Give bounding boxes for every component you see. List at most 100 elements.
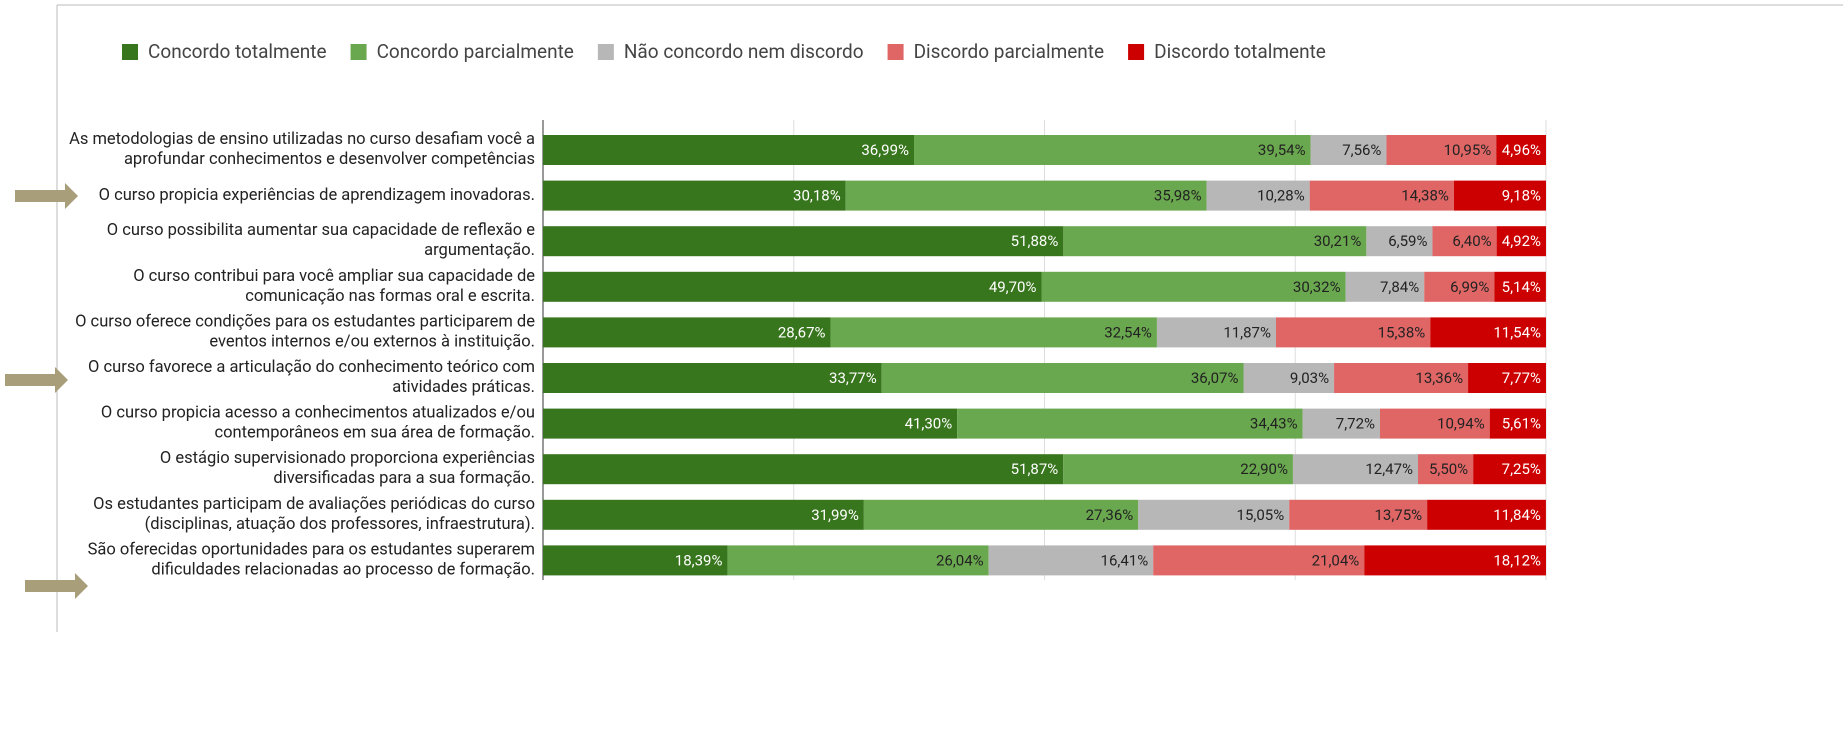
legend-label: Não concordo nem discordo [624,40,864,63]
arrow [15,183,78,209]
bar-segment [1496,226,1546,257]
bar-segment [1310,135,1387,165]
value-label: 31,99% [811,506,859,524]
bar-segment [1138,499,1290,530]
arrow [25,573,88,599]
value-label: 13,75% [1374,506,1422,524]
value-label: 36,07% [1191,369,1239,387]
y-tick-label: As metodologias de ensino utilizadas no … [69,130,535,169]
bar-segment [1289,499,1428,530]
legend-swatch [1128,44,1145,60]
bar-segment [1156,317,1276,348]
legend-label: Concordo totalmente [148,40,327,63]
value-label: 11,84% [1493,506,1541,524]
value-label: 4,92% [1502,232,1541,250]
bar-segment [957,408,1303,439]
legend-label: Discordo totalmente [1154,40,1326,63]
y-tick-label: O curso contribui para você ampliar sua … [133,267,535,306]
bar-segment [1206,180,1310,211]
bar-segment [863,499,1139,530]
bar-segment [543,271,1042,302]
value-label: 10,28% [1257,187,1305,205]
value-label: 51,87% [1011,460,1059,478]
bar-segment [1427,499,1546,530]
bar-segment [543,226,1064,257]
bar-segment [1302,408,1381,439]
value-label: 12,47% [1365,460,1413,478]
value-label: 7,77% [1502,369,1541,387]
bar-segment [1063,454,1293,485]
value-label: 15,05% [1237,506,1285,524]
value-label: 21,04% [1312,551,1360,569]
value-label: 6,40% [1452,232,1491,250]
y-tick-label: O curso propicia experiências de aprendi… [99,186,535,205]
value-label: 16,41% [1101,551,1149,569]
bar-segment [1386,135,1497,165]
legend-swatch [887,44,904,60]
value-label: 35,98% [1154,187,1202,205]
value-label: 28,67% [778,323,826,341]
value-label: 18,12% [1493,551,1541,569]
legend-swatch [122,44,138,60]
y-tick-label: O curso propicia acesso a conhecimentos … [101,404,535,443]
value-label: 36,99% [861,141,909,159]
value-label: 5,61% [1502,415,1541,433]
bar-segment [727,545,989,576]
bar-segment [830,317,1157,348]
bar-segment [1153,545,1365,576]
arrows [5,183,88,599]
value-label: 39,54% [1258,141,1306,159]
value-label: 10,95% [1444,141,1492,159]
bar-segment [543,545,728,576]
value-label: 15,38% [1378,323,1426,341]
bar-segment [1494,271,1546,302]
bar-segment [543,135,915,165]
value-label: 22,90% [1240,460,1288,478]
bar-segment [1292,454,1419,485]
bar-segment [1063,226,1367,257]
bar-segment [1418,454,1474,485]
value-label: 30,18% [793,187,841,205]
y-tick-label: O curso possibilita aumentar sua capacid… [107,222,535,261]
bar-segment [1424,271,1495,302]
bar-segment [914,135,1311,165]
bar-segment [1453,180,1546,211]
legend-label: Concordo parcialmente [377,40,574,63]
bar-segment [1345,271,1425,302]
value-label: 30,21% [1314,232,1362,250]
bar-segment [543,317,831,348]
legend-swatch [597,44,614,60]
value-label: 11,87% [1223,323,1271,341]
bar-segment [543,180,846,211]
value-label: 32,54% [1104,323,1152,341]
arrow [5,367,68,393]
bar-segment [543,454,1064,485]
bar-segment [1366,226,1433,257]
bar-segment [543,363,882,393]
value-label: 33,77% [829,369,877,387]
value-label: 14,38% [1401,187,1449,205]
bar-segment [1275,317,1431,348]
legend-label: Discordo parcialmente [914,40,1105,63]
bar-segment [1334,363,1469,393]
value-label: 51,88% [1011,232,1059,250]
legend-swatch [350,44,367,60]
value-label: 27,36% [1086,506,1134,524]
value-label: 9,18% [1502,187,1541,205]
bar-segment [1364,545,1546,576]
value-label: 13,36% [1415,369,1463,387]
y-tick-label: O estágio supervisionado proporciona exp… [160,450,535,489]
bar-segment [543,408,958,439]
value-label: 6,99% [1450,278,1489,296]
y-tick-label: O curso favorece a articulação do conhec… [88,358,535,397]
bar-segment [881,363,1244,393]
bar-segment [1380,408,1490,439]
value-label: 11,54% [1493,323,1541,341]
value-label: 30,32% [1293,278,1341,296]
value-label: 18,39% [675,551,723,569]
bar-segment [1496,135,1546,165]
bar-segment [543,499,864,530]
bar-segment [1432,226,1497,257]
value-label: 7,25% [1502,460,1541,478]
